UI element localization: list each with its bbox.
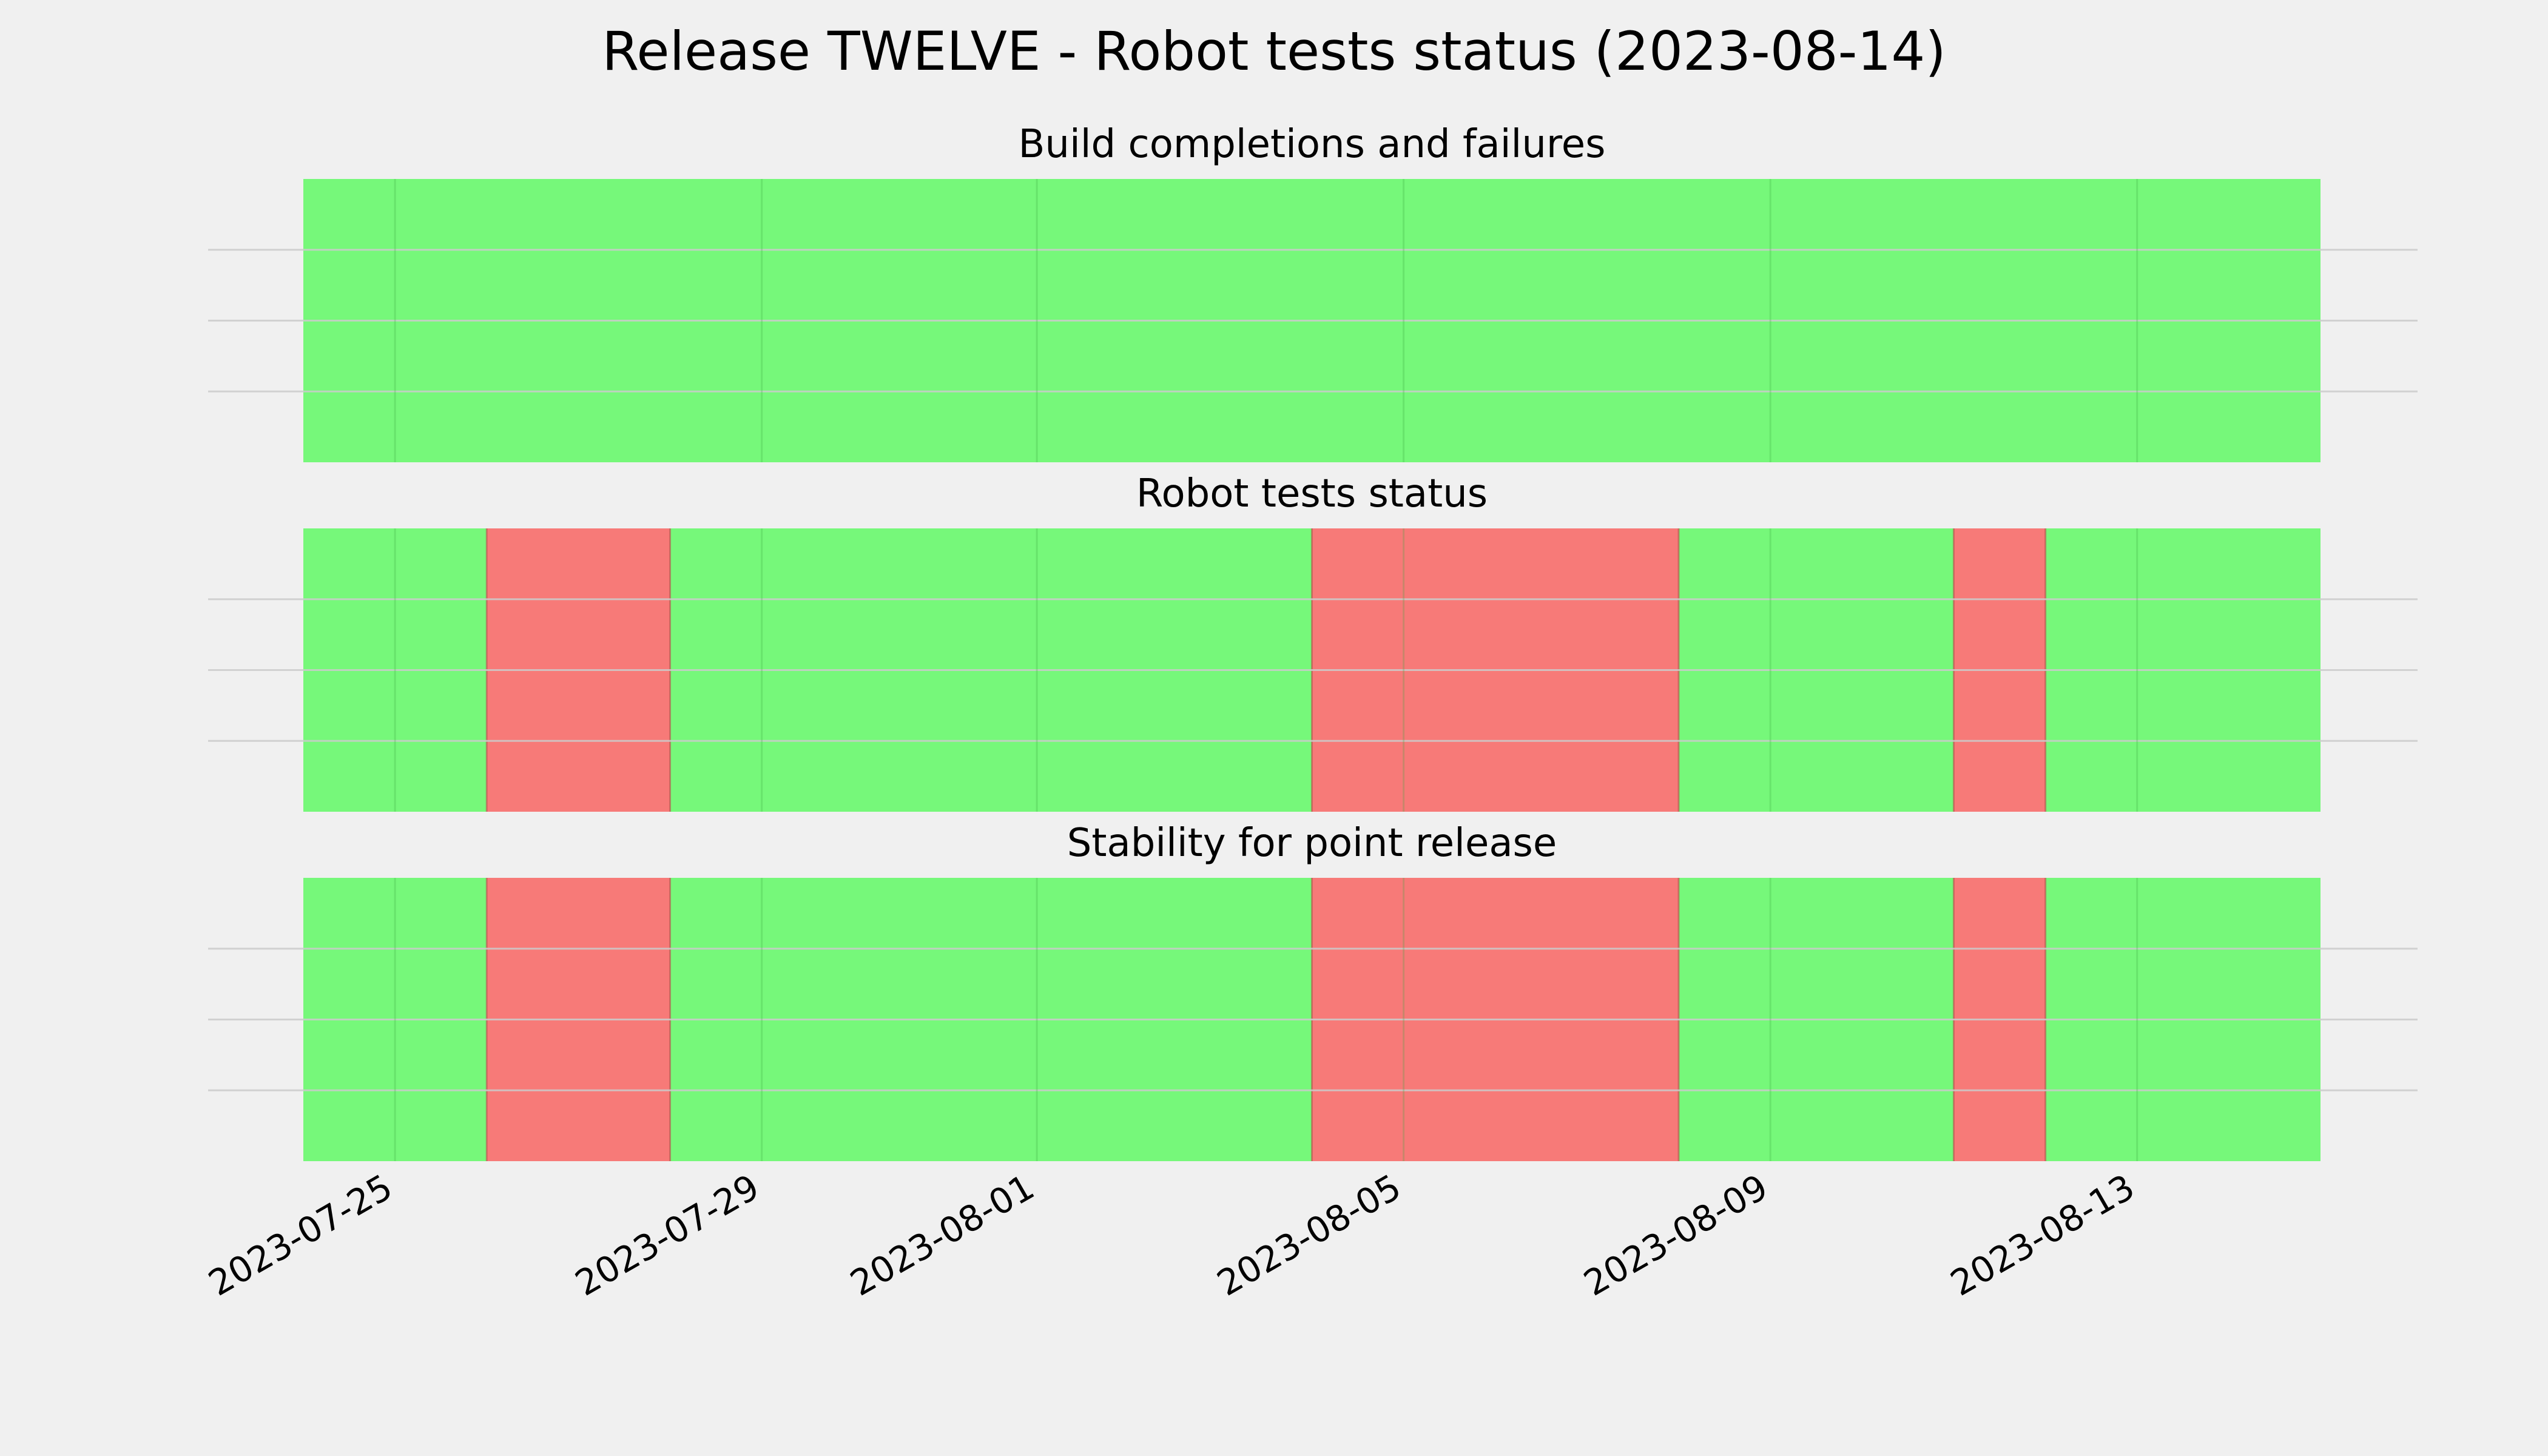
panel-2: Robot tests status	[208, 471, 2418, 812]
panel-title: Build completions and failures	[1019, 122, 1606, 167]
x-tick-label: 2023-08-13	[1944, 1166, 2142, 1304]
chart-title: Release TWELVE - Robot tests status (202…	[602, 20, 1946, 83]
x-tick-label: 2023-08-01	[843, 1166, 1041, 1304]
panel-title: Robot tests status	[1136, 471, 1488, 516]
x-tick-label: 2023-07-25	[201, 1166, 399, 1304]
x-tick-label: 2023-08-09	[1577, 1166, 1774, 1304]
panel-title: Stability for point release	[1067, 821, 1557, 866]
x-tick-label: 2023-07-29	[568, 1166, 766, 1304]
x-tick-label: 2023-08-05	[1210, 1166, 1408, 1304]
panel-3: Stability for point release 2023-07-25 202…	[201, 821, 2418, 1304]
panel-1: Build completions and failures	[208, 122, 2418, 462]
